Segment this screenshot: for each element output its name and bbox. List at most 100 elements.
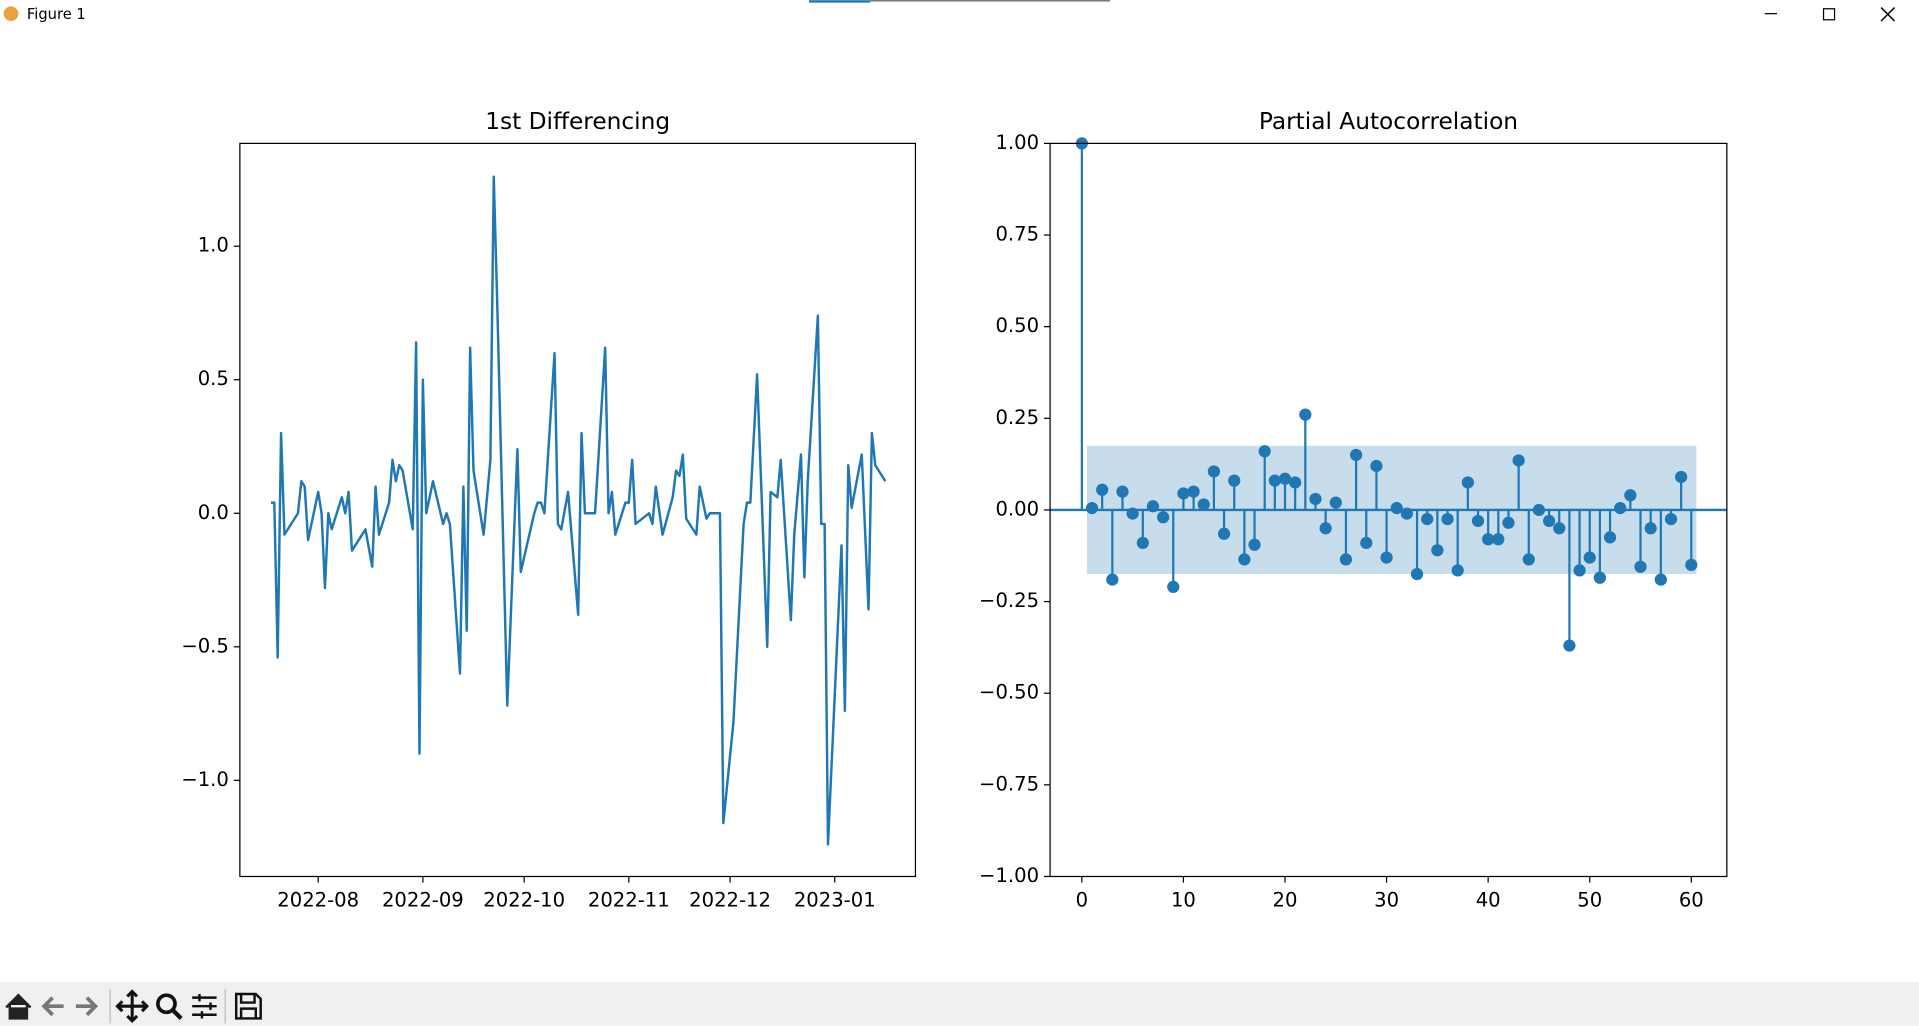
stem-marker: [1207, 465, 1221, 478]
stem-marker: [1238, 553, 1251, 566]
stem-marker: [1553, 522, 1566, 535]
y-tick-label: 0.50: [995, 314, 1039, 337]
back-button[interactable]: [41, 996, 64, 1017]
stem-marker: [1421, 512, 1434, 526]
stem-marker: [1675, 470, 1688, 484]
stem-marker: [1410, 567, 1424, 581]
zoom-button[interactable]: [156, 993, 177, 1015]
stem-marker: [1461, 476, 1474, 489]
forward-button[interactable]: [75, 996, 99, 1017]
close-button[interactable]: [1880, 7, 1896, 22]
app-icon: [3, 6, 19, 22]
y-tick-label: −0.5: [181, 634, 229, 657]
y-tick-label: 1.00: [995, 131, 1039, 154]
stem-marker: [1451, 564, 1464, 577]
y-tick-label: 0.0: [198, 501, 229, 524]
stem-marker: [1644, 522, 1657, 535]
stem-marker: [1217, 527, 1231, 540]
stem-marker: [1167, 580, 1180, 594]
x-tick-label: 60: [1679, 888, 1704, 911]
stem-marker: [1299, 408, 1312, 421]
stem-marker: [1471, 514, 1485, 528]
stem-marker: [1624, 489, 1637, 502]
stem-marker: [1187, 485, 1200, 498]
axes-frame: [239, 142, 917, 878]
axes-frame: [1049, 142, 1728, 878]
stem-marker: [1583, 551, 1596, 564]
x-tick-label: 2022-10: [483, 888, 565, 911]
stem-marker: [1492, 533, 1505, 546]
stem-marker: [1146, 500, 1160, 513]
stem-marker: [1248, 538, 1261, 551]
stem-marker: [1136, 536, 1149, 550]
stem-marker: [1542, 514, 1556, 528]
x-tick-label: 2023-01: [794, 888, 876, 911]
stem-marker: [1126, 507, 1139, 520]
x-tick-label: 2022-11: [588, 888, 670, 911]
stem-marker: [1339, 553, 1353, 566]
stem-marker: [1563, 639, 1576, 652]
y-tick-label: 1.0: [198, 234, 229, 257]
toolbar: [0, 981, 1919, 1026]
save-button[interactable]: [234, 992, 262, 1020]
stem-marker: [1522, 553, 1535, 566]
stem-marker: [1593, 571, 1607, 584]
x-tick-label: 50: [1577, 888, 1602, 911]
stem-marker: [1685, 558, 1698, 572]
stem-marker: [1431, 544, 1444, 557]
stem-marker: [1106, 573, 1119, 586]
stem-marker: [1197, 498, 1210, 511]
drag-indicator: [808, 0, 871, 3]
pan-button[interactable]: [115, 989, 150, 1024]
stem-marker: [1228, 474, 1241, 487]
stem-marker: [1573, 564, 1586, 577]
x-tick-label: 2022-12: [689, 888, 771, 911]
y-tick-label: −0.25: [979, 589, 1039, 612]
configure-button[interactable]: [192, 993, 217, 1019]
stem-marker: [1512, 454, 1525, 467]
y-tick-label: −1.00: [979, 864, 1039, 887]
stem-marker: [1634, 560, 1647, 573]
stem-marker: [1532, 503, 1546, 517]
y-tick-label: −0.50: [979, 681, 1039, 704]
stem-marker: [1400, 507, 1414, 520]
x-tick-label: 2022-08: [277, 888, 359, 911]
y-tick-label: −0.75: [979, 772, 1039, 795]
stem-marker: [1258, 445, 1271, 458]
y-tick-label: −1.0: [181, 768, 229, 791]
x-tick-label: 20: [1273, 888, 1298, 911]
stem-marker: [1664, 512, 1678, 526]
x-tick-label: 40: [1476, 888, 1501, 911]
stem-marker: [1441, 512, 1454, 526]
stem-marker: [1390, 501, 1403, 515]
home-button[interactable]: [5, 993, 32, 1020]
stem-marker: [1482, 533, 1495, 546]
stem-marker: [1309, 492, 1322, 506]
stem-marker: [1380, 551, 1393, 564]
x-tick-label: 30: [1374, 888, 1399, 911]
x-tick-label: 0: [1076, 888, 1088, 911]
stem-marker: [1329, 496, 1342, 509]
stem-marker: [1370, 459, 1383, 473]
stem-marker: [1654, 573, 1667, 586]
restore-button[interactable]: [1822, 8, 1836, 21]
y-tick-label: 0.00: [995, 497, 1039, 520]
data-line: [270, 175, 887, 846]
y-tick-label: 0.25: [995, 406, 1039, 429]
stem-marker: [1360, 536, 1373, 550]
stem-marker: [1268, 474, 1281, 487]
stem-marker: [1319, 522, 1332, 535]
stem-marker: [1603, 531, 1617, 544]
stem-marker: [1085, 501, 1099, 515]
zoom-button-handle: [171, 1008, 183, 1020]
stem-marker: [1156, 511, 1170, 524]
stem-marker: [1289, 476, 1302, 489]
y-tick-label: 0.5: [198, 367, 229, 390]
chart-title: 1st Differencing: [485, 108, 670, 135]
y-tick-label: 0.75: [995, 223, 1039, 246]
stem-marker: [1116, 485, 1129, 498]
stem-marker: [1177, 487, 1190, 500]
